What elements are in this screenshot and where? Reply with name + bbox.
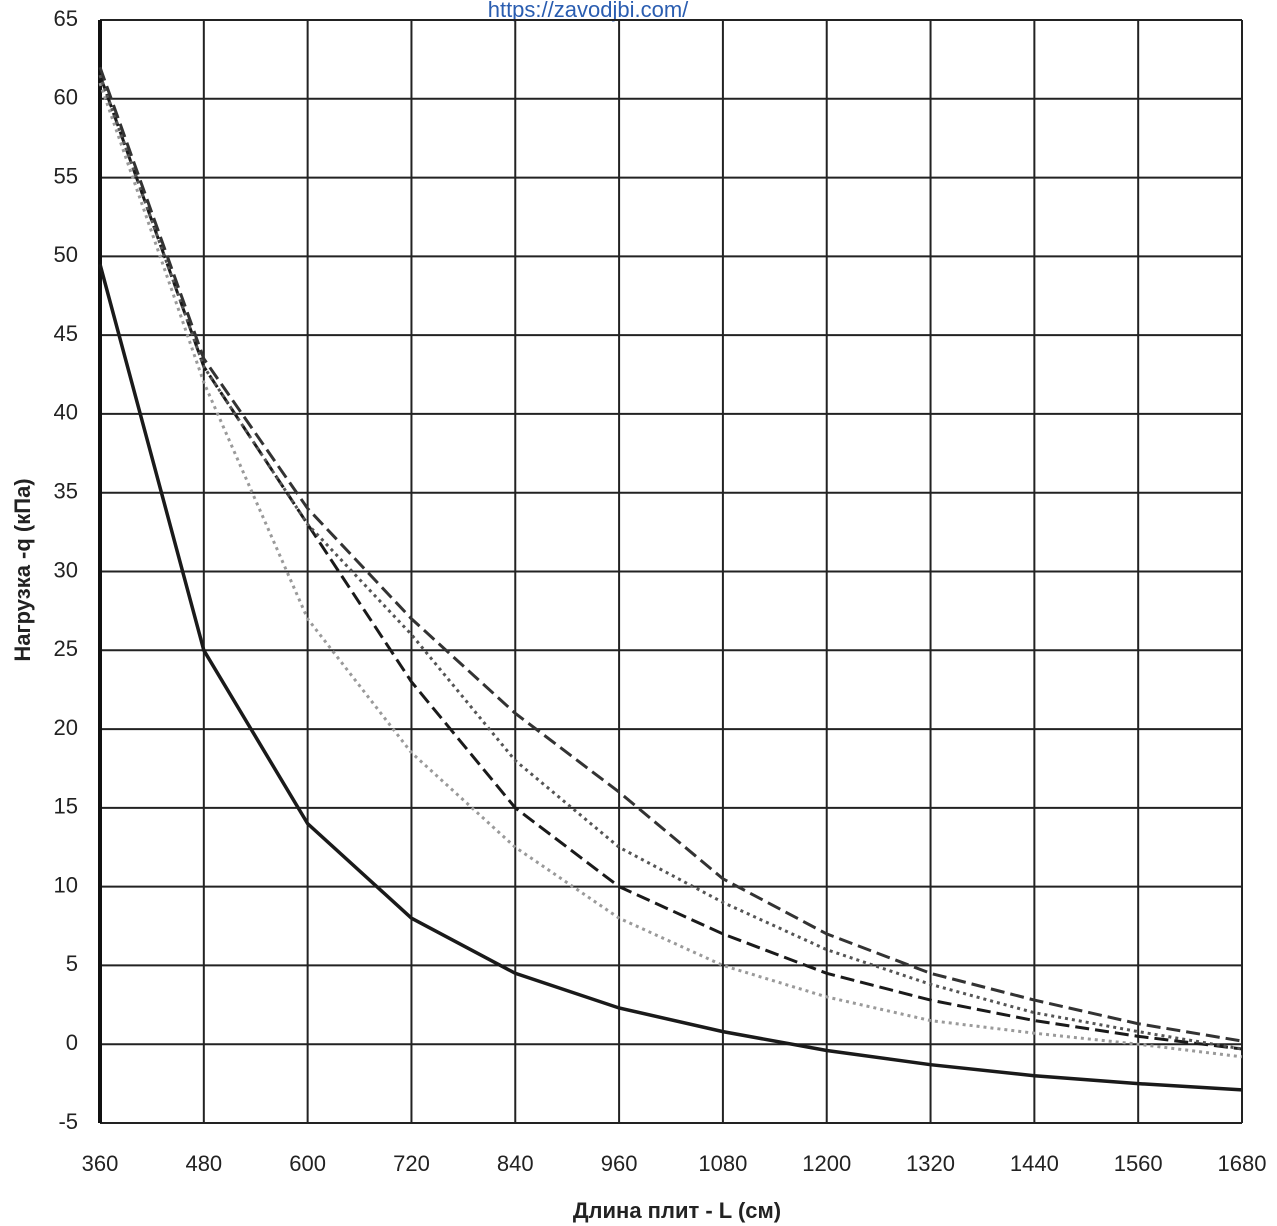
x-tick-label: 1560 <box>1114 1151 1163 1176</box>
x-tick-label: 360 <box>82 1151 119 1176</box>
y-tick-label: 30 <box>54 557 78 582</box>
y-axis-label: Нагрузка -q (кПа) <box>10 478 35 661</box>
x-tick-label: 480 <box>185 1151 222 1176</box>
series-line <box>98 82 1243 1059</box>
series-line <box>98 66 1243 1043</box>
y-tick-label: 0 <box>66 1030 78 1055</box>
x-tick-label: 1200 <box>802 1151 851 1176</box>
x-tick-label: 720 <box>393 1151 430 1176</box>
y-tick-label: -5 <box>58 1109 78 1134</box>
y-tick-label: 65 <box>54 6 78 31</box>
series-line <box>98 263 1243 1092</box>
y-tick-label: 45 <box>54 321 78 346</box>
y-tick-label: 50 <box>54 242 78 267</box>
y-tick-label: 55 <box>54 163 78 188</box>
y-tick-label: 40 <box>54 400 78 425</box>
x-tick-label: 600 <box>289 1151 326 1176</box>
x-tick-label: 840 <box>497 1151 534 1176</box>
x-tick-label: 1320 <box>906 1151 955 1176</box>
y-tick-label: 5 <box>66 951 78 976</box>
series-line <box>98 74 1243 1051</box>
x-tick-label: 1680 <box>1218 1151 1267 1176</box>
y-tick-label: 15 <box>54 794 78 819</box>
y-tick-label: 60 <box>54 85 78 110</box>
x-tick-label: 960 <box>601 1151 638 1176</box>
series-line <box>98 74 1243 1051</box>
x-tick-label: 1440 <box>1010 1151 1059 1176</box>
x-axis-label: Длина плит - L (см) <box>573 1198 781 1223</box>
y-tick-label: 10 <box>54 872 78 897</box>
y-tick-label: 25 <box>54 636 78 661</box>
y-tick-label: 35 <box>54 479 78 504</box>
x-tick-label: 1080 <box>698 1151 747 1176</box>
y-tick-label: 20 <box>54 715 78 740</box>
source-url: https://zavodjbi.com/ <box>488 0 689 22</box>
